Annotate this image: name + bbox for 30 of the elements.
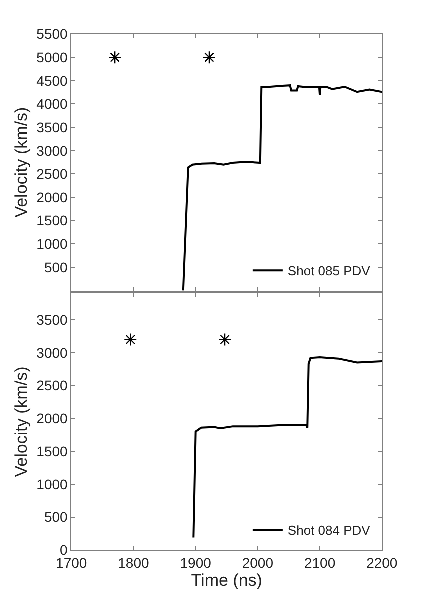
x-tick-label: 1900 xyxy=(180,555,212,572)
y-tick-label: 2500 xyxy=(36,166,68,182)
x-axis-title: Time (ns) xyxy=(191,571,262,590)
x-tick-label: 2100 xyxy=(304,555,336,572)
y-tick-label: 2500 xyxy=(36,378,68,394)
x-tick-label: 2200 xyxy=(366,555,398,572)
y-tick-label: 2000 xyxy=(36,410,68,427)
y-tick-label: 2000 xyxy=(36,189,68,206)
legend-label: Shot 085 PDV xyxy=(288,264,371,279)
y-axis-title: Velocity (km/s) xyxy=(12,107,32,218)
y-tick-label: 3000 xyxy=(36,344,68,361)
y-tick-label: 3500 xyxy=(36,312,68,328)
y-tick-label: 500 xyxy=(44,509,68,526)
y-tick-label: 3000 xyxy=(36,142,68,159)
y-tick-label: 3500 xyxy=(36,119,68,136)
line-series xyxy=(182,84,382,291)
y-tick-label: 5500 xyxy=(36,26,68,42)
y-tick-label: 1000 xyxy=(36,476,68,492)
x-tick-label: 2000 xyxy=(242,555,274,572)
y-tick-label: 1500 xyxy=(36,212,68,229)
line-series xyxy=(192,356,382,539)
legend-label: Shot 084 PDV xyxy=(288,523,371,538)
x-tick-label: 1800 xyxy=(118,555,150,572)
y-tick-label: 500 xyxy=(44,259,68,276)
y-tick-label: 4000 xyxy=(36,96,68,112)
y-tick-label: 1000 xyxy=(36,236,68,252)
y-axis-title: Velocity (km/s) xyxy=(12,366,32,478)
y-tick-label: 1500 xyxy=(36,443,68,460)
y-tick-label: 4500 xyxy=(36,72,68,89)
y-tick-label: 5000 xyxy=(36,50,68,66)
